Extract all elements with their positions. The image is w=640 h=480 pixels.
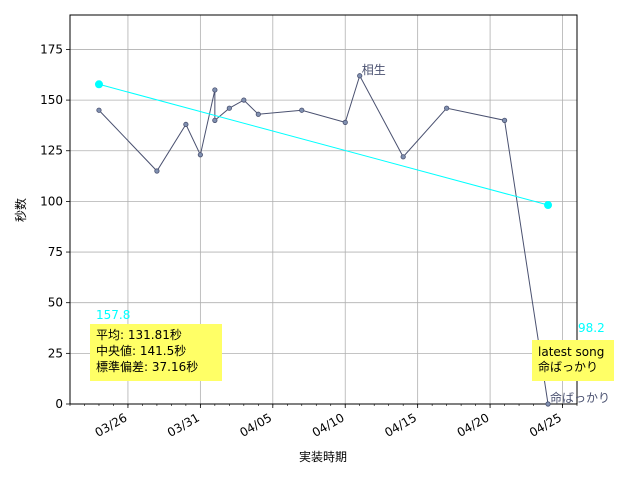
y-tick-label: 75 bbox=[48, 245, 63, 259]
y-tick-label: 50 bbox=[48, 296, 63, 310]
stats-median: 中央値: 141.5秒 bbox=[96, 343, 186, 358]
point-label: 相生 bbox=[362, 63, 386, 77]
data-point bbox=[400, 154, 406, 160]
latest-box-song: 命ばっかり bbox=[538, 359, 598, 374]
trend-end-label: 98.2 bbox=[578, 321, 605, 335]
x-axis-label: 実装時期 bbox=[299, 449, 347, 464]
y-tick-label: 150 bbox=[40, 93, 63, 107]
data-point bbox=[255, 111, 261, 117]
x-tick-label: 03/31 bbox=[165, 410, 202, 439]
data-point bbox=[226, 105, 232, 111]
data-point bbox=[357, 73, 363, 79]
trend-point bbox=[94, 80, 103, 89]
data-point bbox=[212, 87, 218, 93]
data-point bbox=[154, 168, 160, 174]
data-point bbox=[501, 117, 508, 123]
stats-mean: 平均: 131.81秒 bbox=[96, 328, 182, 342]
latest-box-title: latest song bbox=[538, 345, 604, 359]
x-tick-label: 04/20 bbox=[455, 410, 492, 439]
trend-point bbox=[544, 201, 553, 210]
x-axis: 03/26 03/31 04/05 04/10 04/15 04/20 04/25 bbox=[69, 404, 578, 440]
data-point bbox=[183, 121, 189, 128]
data-point bbox=[197, 152, 203, 158]
y-tick-label: 125 bbox=[40, 144, 63, 158]
data-point bbox=[545, 401, 551, 407]
grid bbox=[70, 15, 577, 405]
series bbox=[94, 73, 553, 407]
data-point bbox=[241, 97, 247, 103]
series-line bbox=[98, 74, 549, 405]
y-tick-label: 175 bbox=[40, 42, 63, 56]
x-tick-label: 04/25 bbox=[527, 410, 564, 439]
y-tick-label: 100 bbox=[40, 194, 63, 208]
plot-area bbox=[69, 14, 578, 405]
y-axis: 0 25 50 75 100 125 150 175 bbox=[40, 42, 70, 411]
latest-song-box: latest song 命ばっかり bbox=[532, 340, 614, 381]
y-tick-label: 25 bbox=[48, 346, 63, 360]
data-point bbox=[212, 117, 218, 123]
data-point bbox=[96, 107, 102, 113]
trend-start-label: 157.8 bbox=[96, 308, 130, 322]
data-point bbox=[444, 105, 450, 111]
latest-box-background bbox=[532, 340, 614, 381]
stats-box: 平均: 131.81秒 中央値: 141.5秒 標準偏差: 37.16秒 bbox=[90, 324, 222, 381]
x-tick-label: 03/26 bbox=[92, 410, 129, 439]
stats-box-background bbox=[90, 324, 222, 381]
stats-stdev: 標準偏差: 37.16秒 bbox=[96, 359, 198, 374]
x-tick-label: 04/15 bbox=[382, 410, 419, 439]
x-tick-label: 04/10 bbox=[310, 410, 347, 439]
y-axis-label: 秒数 bbox=[13, 198, 28, 222]
data-point bbox=[299, 107, 305, 113]
x-tick-label: 04/05 bbox=[237, 410, 274, 439]
y-tick-label: 0 bbox=[55, 397, 63, 411]
point-label: 命ばっかり bbox=[550, 390, 610, 405]
trend-line bbox=[98, 83, 549, 206]
annotations: 相生 命ばっかり 157.8 98.2 bbox=[96, 63, 610, 405]
data-point bbox=[342, 119, 348, 125]
